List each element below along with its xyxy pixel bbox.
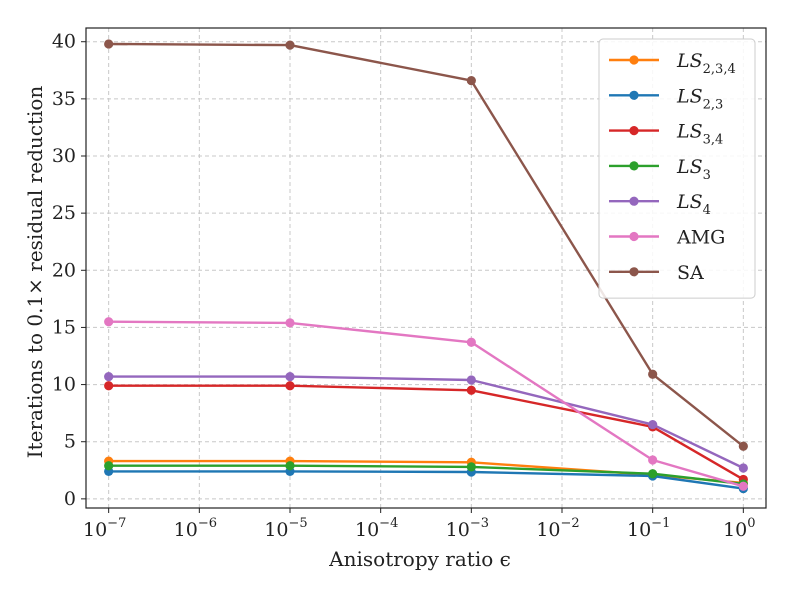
legend-label: LS3 — [676, 156, 711, 183]
plot-area-frame — [85, 27, 767, 509]
legend-marker — [629, 126, 639, 136]
data-point — [104, 317, 114, 327]
data-point — [104, 39, 114, 49]
legend-item: LS3 — [609, 156, 711, 183]
series-sa — [104, 39, 748, 451]
series-ls-4 — [104, 371, 748, 473]
x-tick-label: 10−2 — [536, 516, 579, 541]
legend-item: LS2,3,4 — [609, 50, 736, 77]
legend-item: AMG — [609, 227, 725, 249]
legend-marker — [629, 90, 639, 100]
legend-label: AMG — [676, 227, 725, 249]
series-amg — [104, 317, 748, 491]
grid — [86, 28, 766, 508]
legend-label: LS2,3 — [676, 85, 723, 112]
legend-label: LS4 — [676, 191, 711, 218]
legend-marker — [629, 231, 639, 242]
x-axis-label: Anisotropy ratio ϵ — [328, 547, 511, 571]
legend-label: LS3,4 — [676, 121, 723, 148]
axis-ticks: 10−7 10−6 10−5 10−4 10−3 10−2 10−1 100 0 5 10 15 20 2… — [52, 31, 756, 541]
legend-marker — [629, 267, 639, 277]
data-point — [466, 75, 476, 86]
y-tick-label: 20 — [52, 259, 76, 281]
legend-marker — [629, 161, 639, 171]
data-point — [104, 461, 114, 471]
x-tick-label: 10−5 — [264, 516, 307, 541]
data-point — [738, 481, 748, 491]
data-point — [648, 455, 658, 465]
x-tick-label: 10−3 — [446, 516, 489, 541]
data-point — [466, 337, 476, 347]
data-point — [648, 369, 658, 379]
legend-label: LS2,3,4 — [676, 50, 736, 77]
data-point — [285, 40, 295, 50]
y-tick-label: 30 — [52, 145, 76, 167]
data-point — [285, 371, 295, 382]
y-axis-label: Iterations to 0.1× residual reduction — [23, 86, 47, 459]
x-tick-label: 10−4 — [355, 516, 398, 541]
data-point — [104, 381, 114, 391]
data-point — [466, 385, 476, 395]
data-point — [648, 469, 658, 479]
data-point — [738, 441, 748, 451]
legend-marker — [629, 196, 639, 206]
x-tick-label: 100 — [723, 516, 755, 541]
series-ls-3-4 — [104, 381, 748, 485]
legend-item: LS4 — [609, 191, 711, 218]
data-point — [285, 461, 295, 471]
y-tick-label: 5 — [64, 431, 76, 453]
data-point — [466, 462, 476, 472]
y-tick-label: 10 — [52, 374, 76, 396]
data-point — [466, 375, 476, 385]
data-point — [738, 463, 748, 473]
data-point — [648, 419, 658, 430]
data-point — [104, 371, 114, 382]
legend: LS2,3,4 LS2,3 LS3,4 LS3 LS4 AMG SA — [598, 38, 756, 299]
legend-marker — [629, 55, 639, 65]
data-point — [285, 381, 295, 391]
x-tick-label: 10−6 — [174, 516, 217, 541]
series-ls-3 — [104, 461, 748, 489]
y-tick-label: 40 — [52, 31, 76, 53]
y-tick-label: 35 — [52, 88, 76, 110]
series-layer — [104, 39, 748, 494]
legend-item: LS3,4 — [609, 121, 723, 148]
legend-label: SA — [677, 262, 704, 284]
x-tick-label: 10−1 — [627, 516, 670, 541]
legend-box — [598, 38, 756, 299]
y-tick-label: 25 — [52, 202, 76, 224]
legend-item: LS2,3 — [609, 85, 723, 112]
y-tick-label: 0 — [64, 488, 76, 510]
data-point — [285, 318, 295, 328]
y-tick-label: 15 — [52, 316, 76, 338]
legend-item: SA — [609, 262, 704, 284]
x-tick-label: 10−7 — [83, 516, 126, 541]
